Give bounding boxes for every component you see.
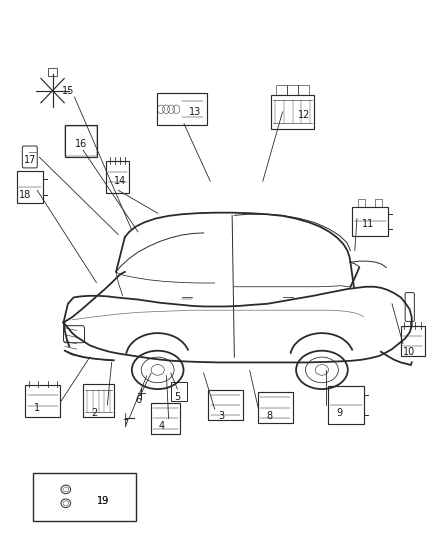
Text: 9: 9 [336, 408, 343, 418]
Text: 17: 17 [24, 155, 36, 165]
Bar [33, 473, 136, 521]
Text: 13: 13 [189, 107, 201, 117]
Bar [48, 68, 57, 76]
Bar [271, 94, 314, 129]
Bar [25, 385, 60, 417]
Bar [208, 390, 243, 420]
Text: 3: 3 [218, 411, 224, 421]
Bar [151, 403, 180, 434]
Bar [17, 171, 43, 203]
Text: 5: 5 [174, 392, 180, 402]
Text: 11: 11 [362, 219, 374, 229]
Text: 16: 16 [75, 139, 87, 149]
Text: 8: 8 [266, 411, 272, 421]
Bar [258, 392, 293, 423]
Bar [156, 93, 207, 125]
Text: 15: 15 [62, 86, 74, 95]
Text: 1: 1 [34, 403, 40, 413]
Text: 12: 12 [298, 110, 311, 119]
Bar [400, 326, 425, 356]
Text: 19: 19 [97, 496, 109, 506]
Bar [328, 386, 364, 424]
Bar [64, 125, 97, 157]
Text: 4: 4 [159, 422, 165, 431]
Bar [65, 126, 97, 157]
Text: 18: 18 [19, 190, 32, 199]
Text: 10: 10 [403, 347, 416, 357]
Text: 14: 14 [114, 176, 127, 186]
Bar [171, 382, 187, 401]
Bar [106, 161, 129, 193]
Text: 6: 6 [135, 395, 141, 405]
Bar [352, 207, 388, 236]
Text: 2: 2 [91, 408, 97, 418]
Text: 19: 19 [97, 496, 109, 506]
Text: 7: 7 [122, 419, 128, 429]
Bar [83, 384, 114, 417]
